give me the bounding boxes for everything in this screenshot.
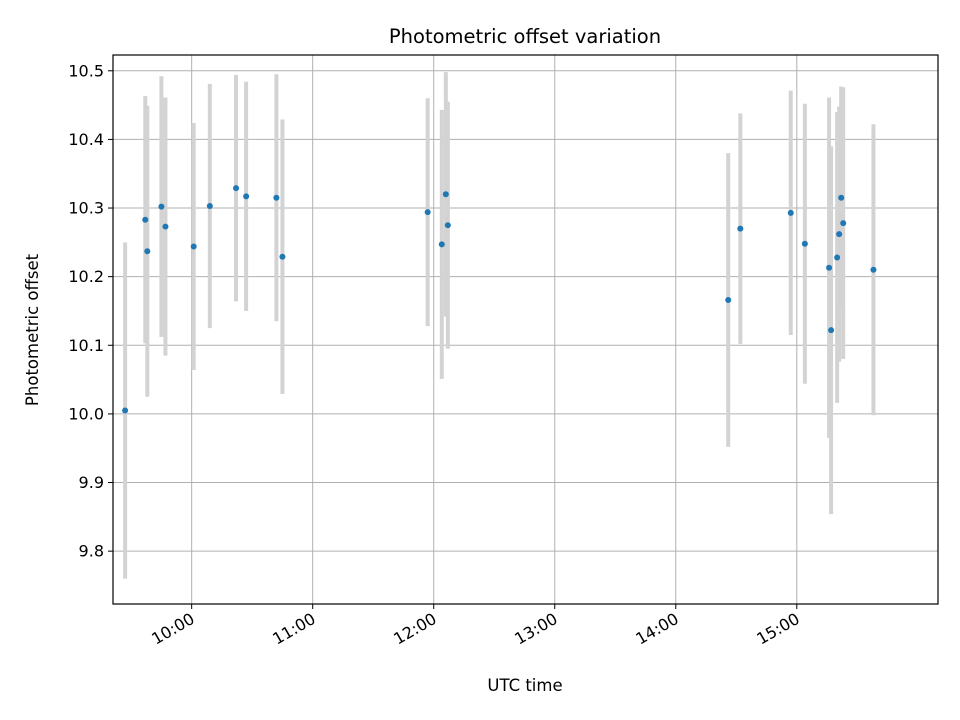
y-tick-label: 10.4 (68, 130, 104, 149)
data-point (840, 220, 847, 227)
data-point (444, 222, 451, 229)
data-point (142, 216, 149, 223)
data-point (834, 254, 841, 261)
data-point (190, 243, 197, 250)
data-point (838, 194, 845, 201)
y-tick-label: 10.0 (68, 404, 104, 423)
data-point (233, 185, 240, 192)
grid-layer (113, 55, 938, 604)
plot-area (113, 55, 938, 604)
data-point (725, 296, 732, 303)
plot-frame (112, 54, 939, 605)
data-point (826, 264, 833, 271)
data-point (122, 407, 129, 414)
y-tick-label: 9.9 (79, 473, 104, 492)
data-point (442, 191, 449, 198)
data-point (828, 327, 835, 334)
y-tick-label: 10.1 (68, 336, 104, 355)
data-point (424, 209, 431, 216)
data-point (243, 193, 250, 200)
data-point (273, 194, 280, 201)
data-point (787, 209, 794, 216)
x-axis-label: UTC time (487, 676, 562, 695)
chart-title: Photometric offset variation (389, 25, 661, 48)
data-point (836, 231, 843, 238)
data-point (206, 202, 213, 209)
y-axis-label: Photometric offset (23, 253, 42, 406)
point-layer (122, 185, 877, 414)
data-point (158, 203, 165, 210)
y-tick-label: 9.8 (79, 542, 104, 561)
data-point (438, 241, 445, 248)
data-point (801, 240, 808, 247)
data-point (162, 223, 169, 230)
data-point (144, 248, 151, 255)
y-tick-label: 10.2 (68, 267, 104, 286)
data-point (870, 266, 877, 273)
y-tick-label: 10.5 (68, 61, 104, 80)
data-point (279, 253, 286, 260)
y-tick-label: 10.3 (68, 199, 104, 218)
data-point (737, 225, 744, 232)
